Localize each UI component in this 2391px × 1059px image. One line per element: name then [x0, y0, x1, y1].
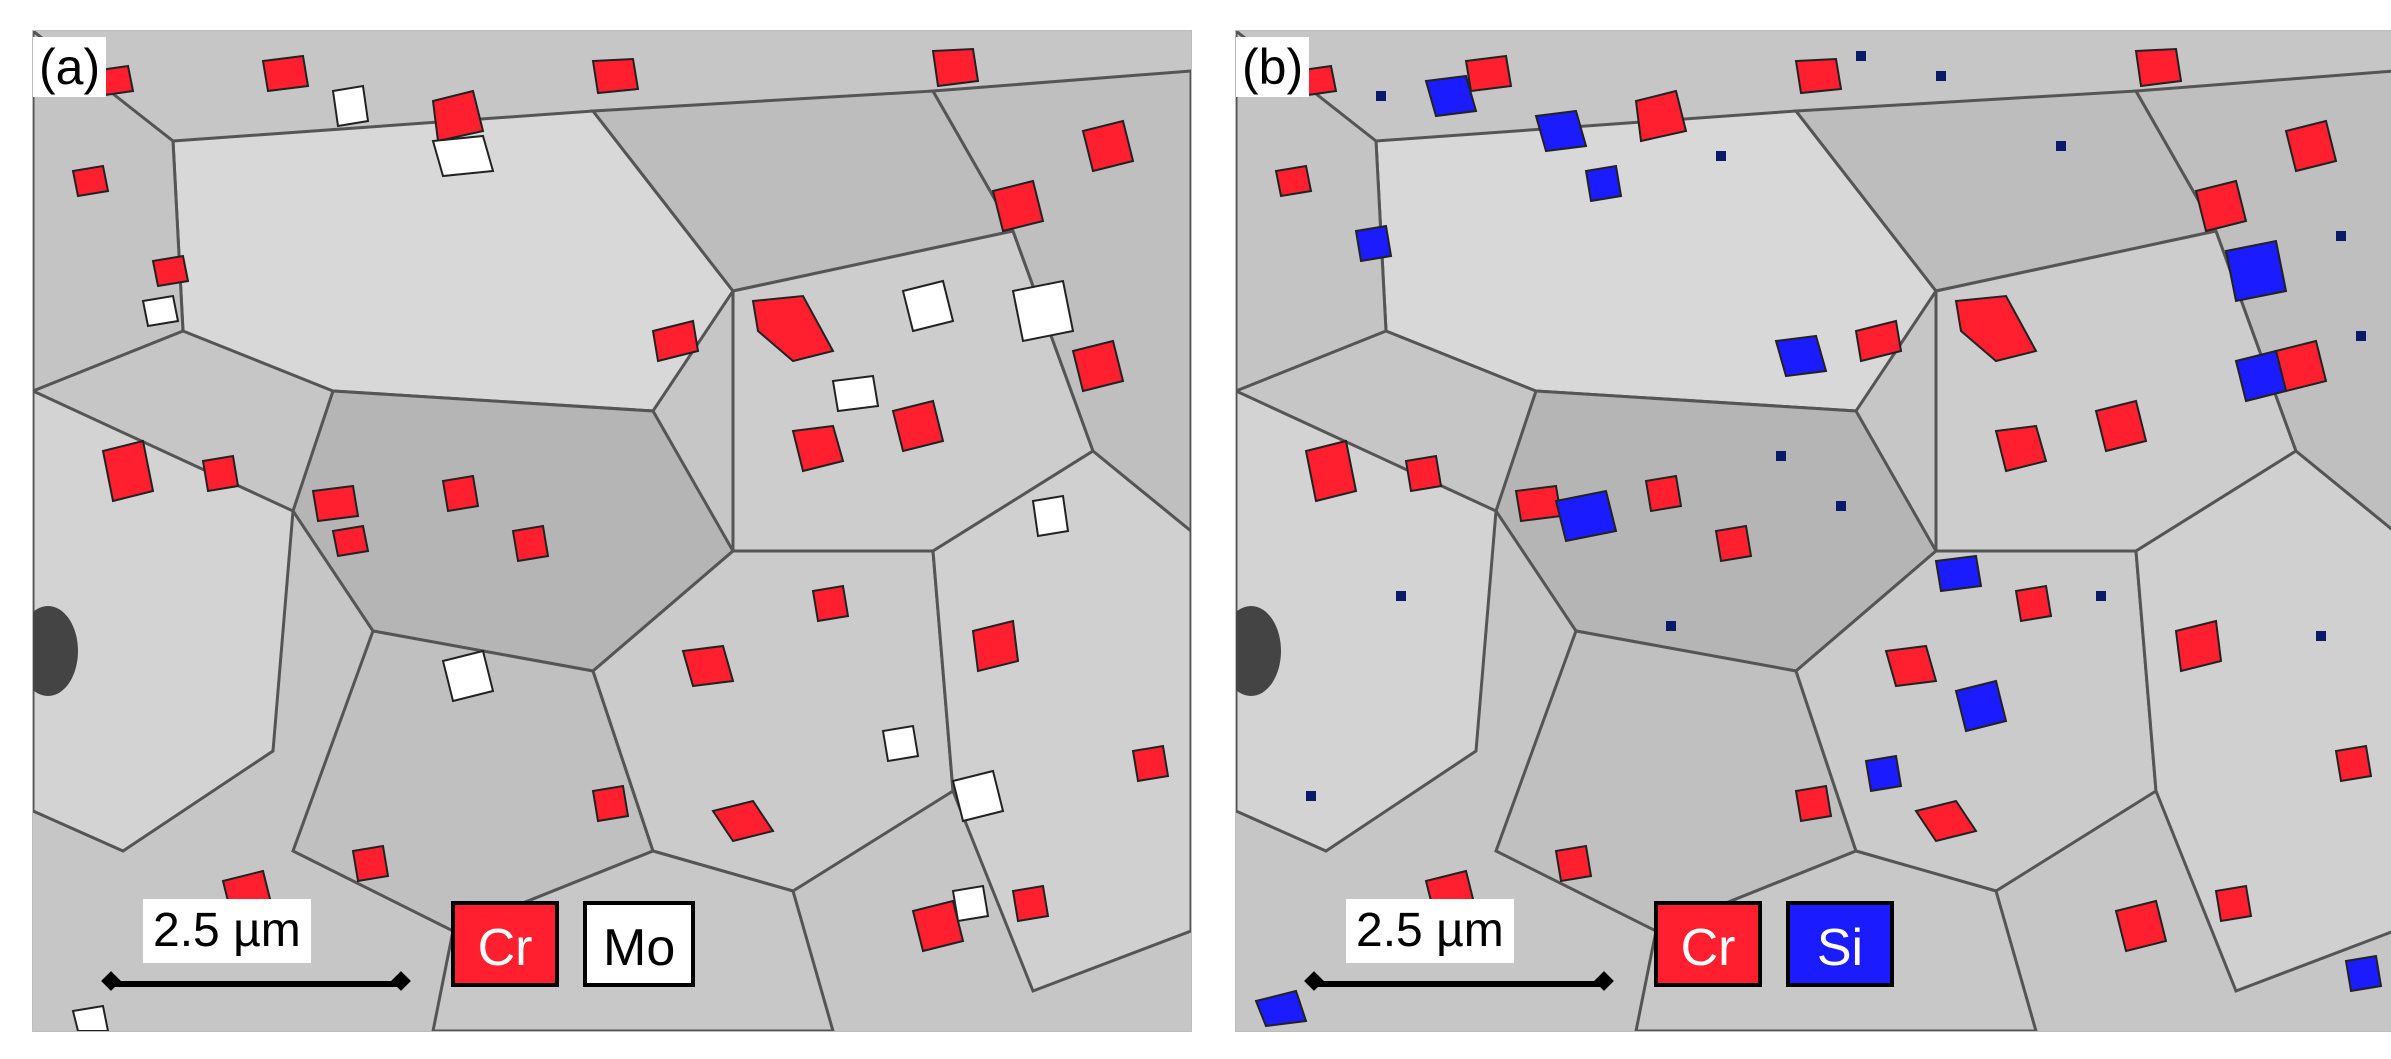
micrograph-panel-b: (b) 2.5 µm Cr Si	[1235, 30, 2391, 1032]
sem-image-a	[33, 31, 1191, 1031]
legend-si-b: Si	[1786, 901, 1894, 987]
scale-label-a: 2.5 µm	[143, 899, 311, 963]
scale-bar-a	[111, 981, 401, 987]
scale-bar-b	[1314, 981, 1604, 987]
panel-label-a: (a)	[33, 37, 107, 97]
micrograph-panel-a: (a) 2.5 µm Cr Mo	[32, 30, 1192, 1032]
legend-mo-a: Mo	[583, 901, 696, 987]
legend-cr-a: Cr	[451, 901, 559, 987]
panel-label-b: (b)	[1236, 37, 1310, 97]
sem-image-b	[1236, 31, 2391, 1031]
scale-label-b: 2.5 µm	[1346, 899, 1514, 963]
legend-cr-b: Cr	[1654, 901, 1762, 987]
